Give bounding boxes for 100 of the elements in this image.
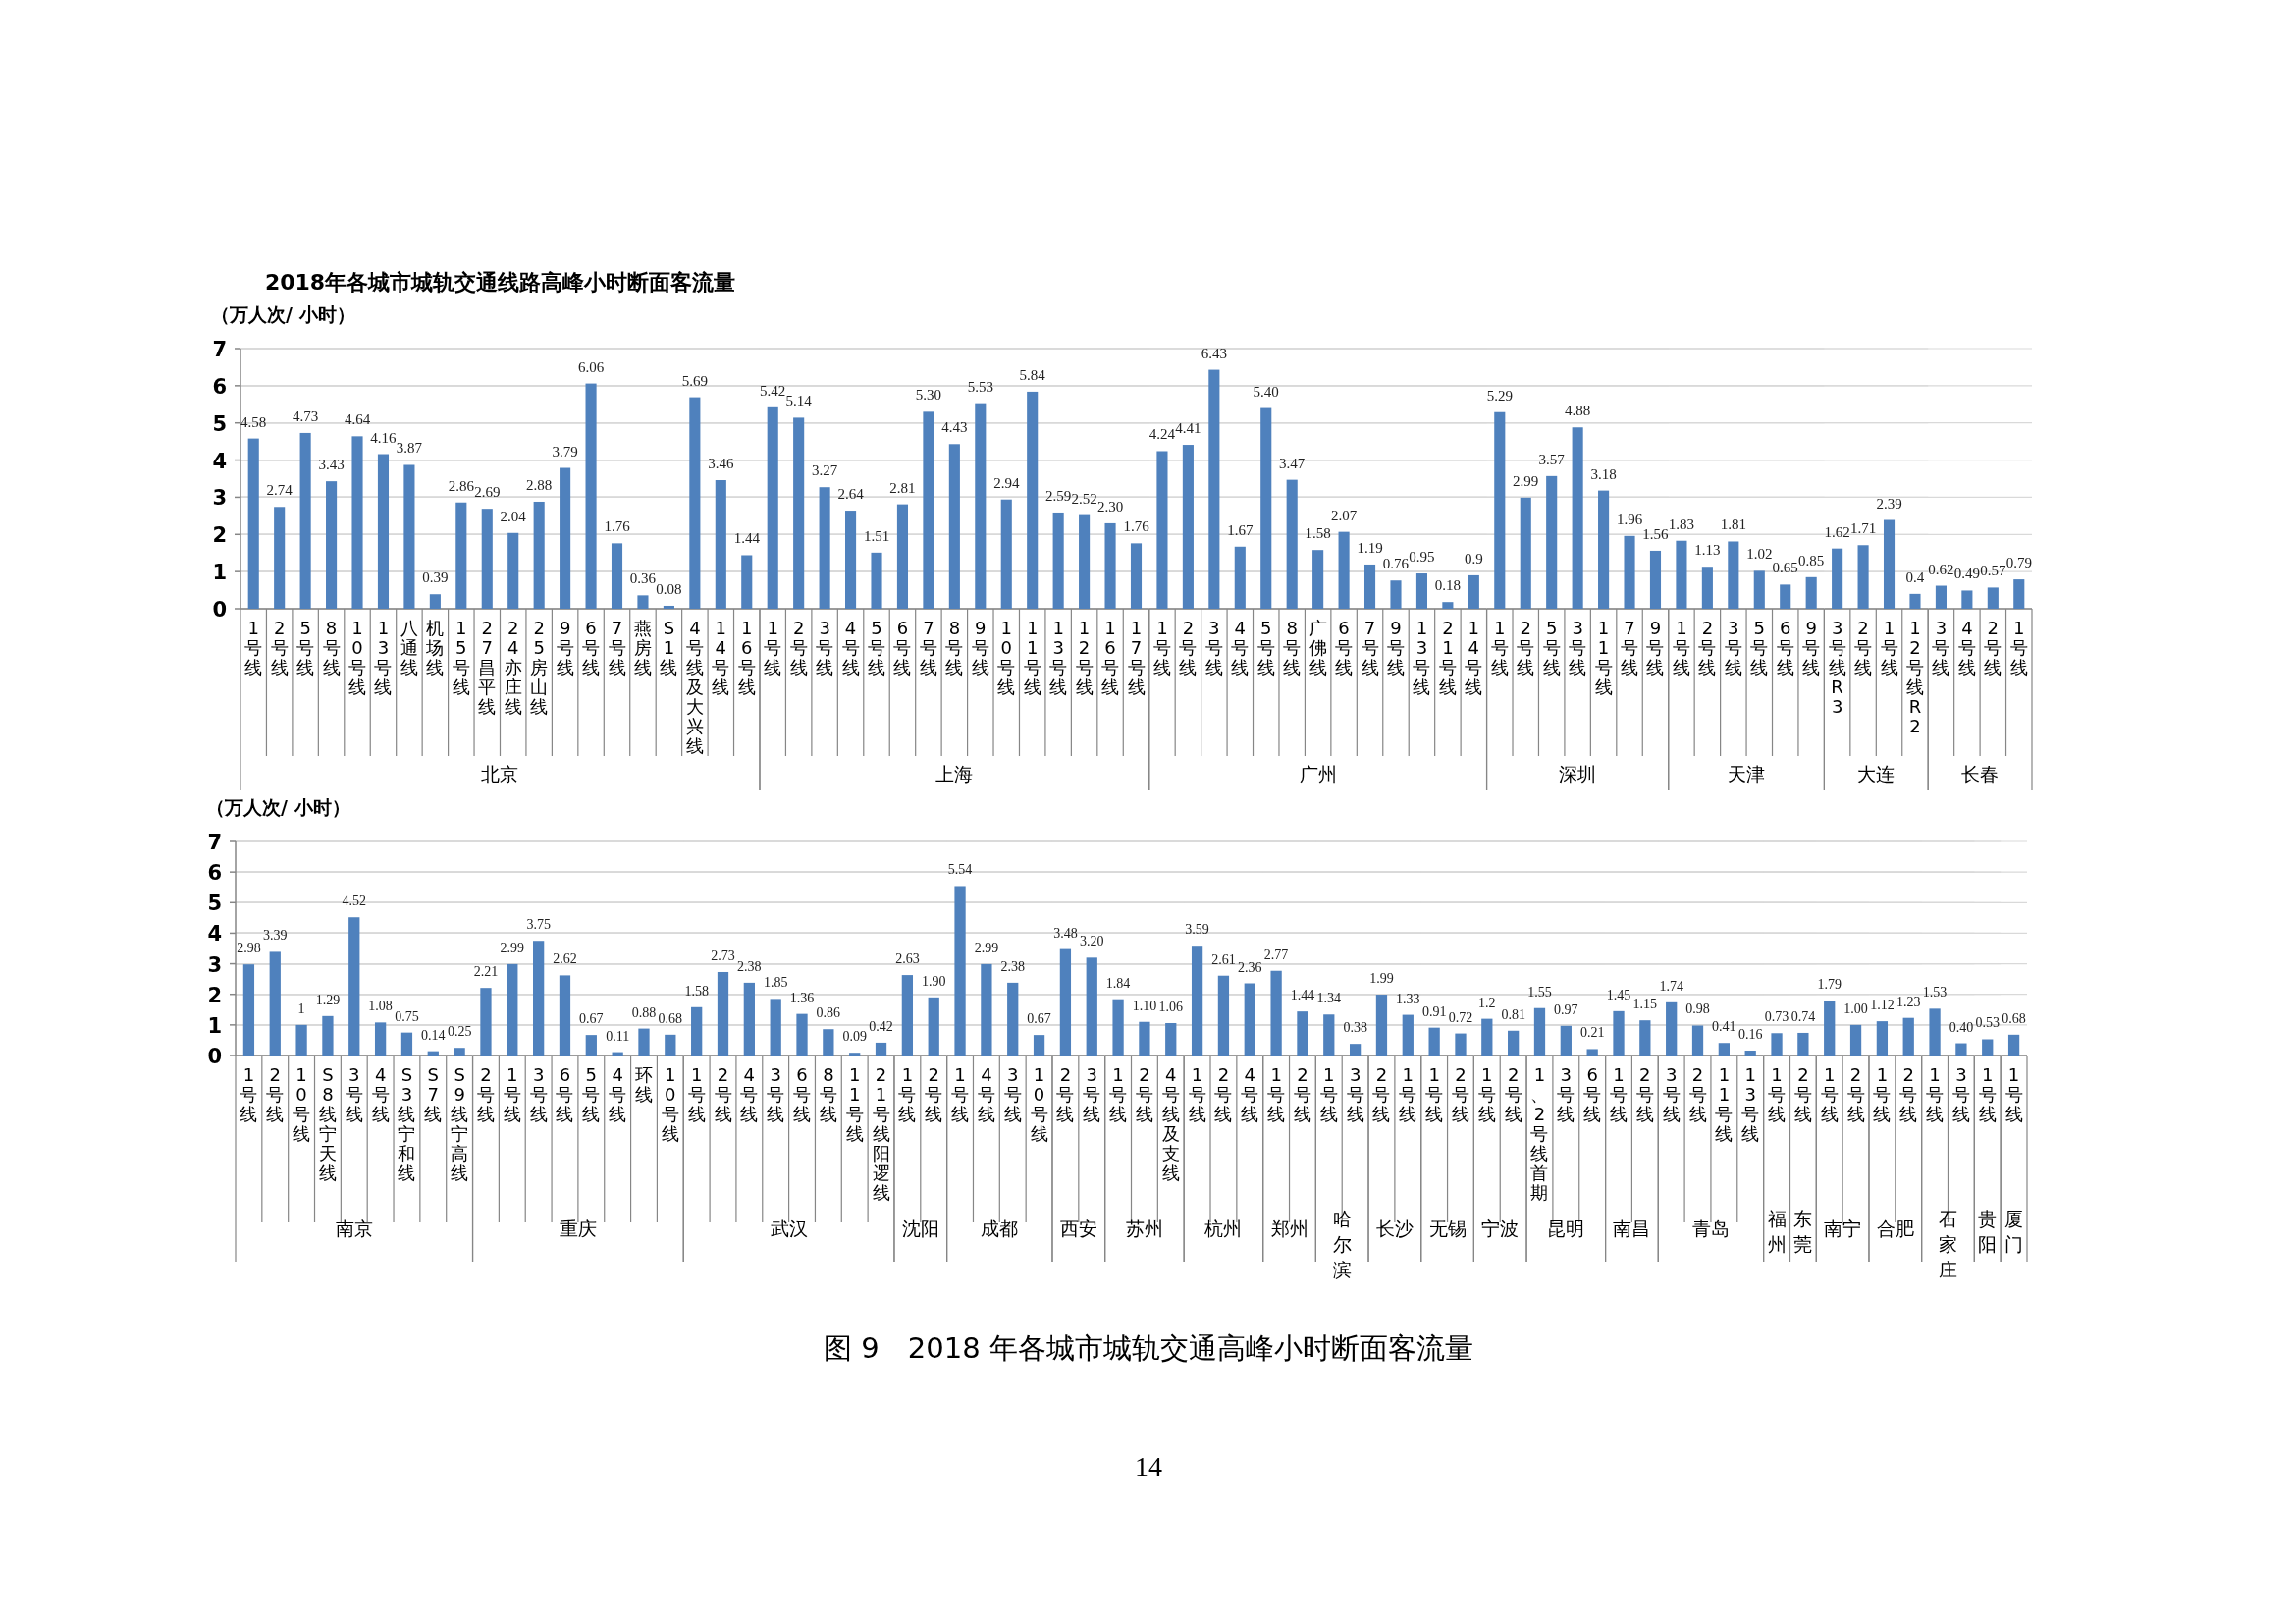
y-tick-label: 0	[212, 598, 227, 622]
data-label: 5.53	[967, 378, 993, 395]
data-label: 2.59	[1045, 487, 1072, 504]
x-tick-label: 八通线	[400, 618, 418, 677]
x-tick-label: 2号线	[1293, 1064, 1311, 1124]
bar	[954, 886, 966, 1056]
y-tick-label: 1	[212, 561, 227, 585]
bar	[1857, 545, 1869, 609]
data-label: 0.14	[421, 1027, 446, 1043]
data-label: 0.65	[1772, 560, 1798, 576]
bar	[689, 397, 701, 609]
x-tick-label: 14号线	[1465, 618, 1483, 697]
bar	[767, 406, 778, 609]
x-tick-label: 10号线	[1030, 1064, 1048, 1144]
data-label: 2.07	[1330, 507, 1358, 523]
data-label: 0.76	[1382, 556, 1410, 572]
bar	[454, 1048, 465, 1056]
bar	[1909, 593, 1921, 609]
data-label: 1.12	[1870, 998, 1895, 1013]
bar	[1000, 499, 1012, 609]
bar	[1052, 512, 1064, 609]
bar	[1033, 1035, 1045, 1056]
data-label: 3.43	[318, 457, 345, 473]
bar	[585, 383, 597, 609]
x-tick-label: 4号线	[740, 1064, 759, 1124]
data-label: 0.67	[1027, 1011, 1051, 1027]
x-axis-title: 厦门	[2004, 1208, 2024, 1255]
bar	[743, 982, 755, 1056]
data-label: 6.43	[1201, 345, 1227, 361]
data-label: 1.19	[1357, 539, 1383, 556]
data-label: 1.90	[921, 973, 946, 989]
data-label: 0.42	[869, 1018, 893, 1034]
x-tick-label: 1号线	[1267, 1064, 1286, 1124]
bar	[507, 963, 518, 1056]
bar	[1961, 590, 1973, 609]
x-tick-label: 6号线	[893, 618, 912, 677]
data-label: 1.81	[1720, 516, 1746, 533]
x-tick-label: 2号线	[1688, 1064, 1707, 1124]
data-label: 1.2	[1478, 995, 1496, 1010]
data-label: 4.52	[342, 893, 367, 909]
data-label: 1.02	[1746, 546, 1773, 563]
bar	[1130, 543, 1143, 609]
bar	[975, 403, 987, 609]
data-label: 1.85	[763, 975, 788, 991]
bar	[845, 511, 857, 609]
data-label: 3.27	[811, 462, 838, 479]
y-tick-label: 0	[207, 1045, 222, 1068]
chart-title: 2018年各城市城轨交通线路高峰小时断面客流量	[264, 270, 736, 295]
data-label: 1.23	[1896, 994, 1921, 1009]
bar	[896, 504, 909, 609]
data-label: 4.43	[941, 419, 968, 436]
x-tick-label: 11号线	[845, 1064, 864, 1144]
x-tick-label: S8线宁天线	[318, 1064, 337, 1183]
data-label: 0.68	[2002, 1010, 2026, 1026]
x-tick-label: 1号线	[2004, 1064, 2023, 1124]
data-label: 2.99	[1513, 472, 1539, 489]
data-label: 1.15	[1632, 997, 1658, 1012]
x-tick-label: 2号线	[925, 1064, 943, 1124]
data-label: 1.76	[1123, 518, 1150, 535]
x-tick-label: 燕房线	[633, 618, 652, 677]
x-tick-label: 11号线	[1023, 618, 1041, 697]
x-tick-label: 5号线	[296, 618, 315, 677]
data-label: 5.30	[915, 387, 942, 404]
data-label: 1.13	[1694, 542, 1721, 559]
data-label: 2.38	[737, 958, 762, 974]
bar	[796, 1013, 808, 1056]
x-axis-title: 福州	[1767, 1208, 1787, 1255]
x-tick-label: 1号线	[1873, 1064, 1892, 1124]
x-axis-title: 杭州	[1203, 1218, 1243, 1239]
x-tick-label: 9号线	[556, 618, 574, 677]
data-label: 0.91	[1421, 1003, 1447, 1019]
bar	[1624, 535, 1635, 609]
data-label: 0.25	[447, 1024, 472, 1040]
x-tick-label: 机场线	[425, 618, 445, 677]
data-label: 0.72	[1448, 1009, 1473, 1025]
x-tick-label: 4号线	[1957, 618, 1976, 677]
x-axis-title: 长沙	[1375, 1218, 1414, 1239]
bar	[533, 501, 545, 609]
x-axis-title: 南昌	[1613, 1218, 1651, 1239]
data-label: 2.94	[993, 474, 1020, 491]
bar	[242, 964, 255, 1056]
bar	[1832, 548, 1843, 609]
x-tick-label: 2号线	[1504, 1064, 1522, 1124]
data-label: 2.74	[266, 482, 294, 499]
bar	[1468, 574, 1479, 609]
bar	[1338, 531, 1350, 609]
bar	[611, 543, 623, 609]
data-label: 0.16	[1737, 1027, 1763, 1043]
x-tick-label: 1号线	[1490, 618, 1509, 677]
bar	[948, 444, 960, 609]
data-label: 1.76	[604, 518, 631, 535]
x-tick-label: 1号线	[1672, 618, 1690, 677]
x-axis-title: 苏州	[1125, 1218, 1163, 1239]
x-tick-label: 2号线	[1056, 1064, 1075, 1124]
data-label: 1.79	[1817, 977, 1842, 993]
text: 14	[1135, 1451, 1162, 1482]
data-label: 1.99	[1369, 971, 1394, 987]
x-tick-label: 8号线	[945, 618, 964, 677]
bar	[1260, 407, 1272, 609]
bar	[793, 417, 805, 609]
